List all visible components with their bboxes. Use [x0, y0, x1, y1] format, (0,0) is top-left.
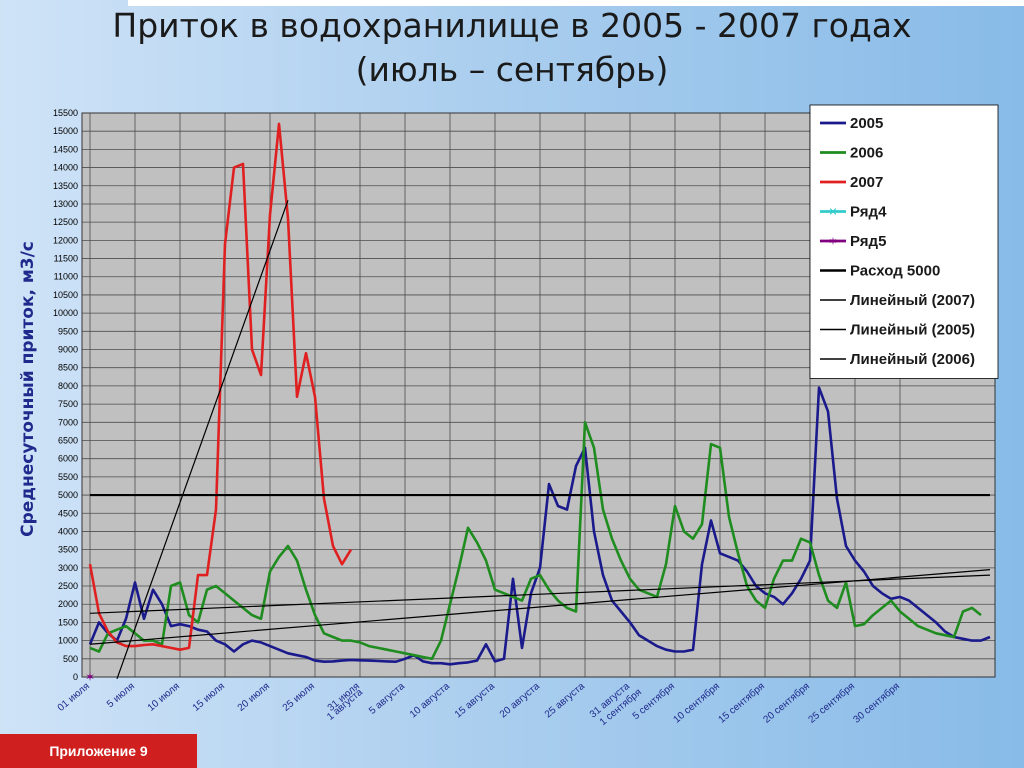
x-tick-label: 5 сентября [630, 680, 677, 722]
y-tick-label: 15500 [53, 108, 78, 118]
legend-entry-label: 2005 [850, 115, 883, 132]
y-tick-label: 15000 [53, 126, 78, 136]
x-tick-label: 10 июля [146, 681, 182, 714]
x-tick-label: 15 сентября [716, 680, 767, 726]
series-line-2007 [88, 122, 353, 652]
x-tick-label: 15 июля [191, 681, 227, 714]
x-tick-label: 5 июля [105, 681, 137, 710]
y-tick-label: 2000 [58, 599, 78, 609]
x-tick-label: 10 августа [408, 681, 452, 721]
y-tick-label: 6500 [58, 435, 78, 445]
legend-entry-label: Линейный (2005) [850, 322, 975, 339]
y-tick-label: 3500 [58, 545, 78, 555]
top-white-strip [128, 0, 1024, 6]
y-tick-label: 500 [63, 654, 78, 664]
series-lines: ✶ [85, 122, 991, 684]
legend-marker-Ряд4: ✕ [828, 207, 837, 219]
y-tick-label: 4500 [58, 508, 78, 518]
y-tick-label: 13000 [53, 199, 78, 209]
series-line-2005 [88, 386, 991, 666]
y-tick-label: 13500 [53, 181, 78, 191]
legend-entry-label: Расход 5000 [850, 263, 940, 280]
y-tick-label: 14500 [53, 144, 78, 154]
x-tick-label: 25 сентября [806, 680, 857, 726]
x-tick-label: 25 июля [281, 681, 317, 714]
y-tick-label: 14000 [53, 163, 78, 173]
plot-frame [81, 112, 996, 678]
legend-entry-label: 2007 [850, 174, 883, 191]
x-tick-label: 25 августа [543, 681, 587, 721]
appendix-label: Приложение 9 [49, 743, 148, 759]
x-tick-label: 10 сентября [671, 680, 722, 726]
y-tick-label: 7000 [58, 417, 78, 427]
x-tick-label: 20 сентября [761, 680, 812, 726]
series-line-2006 [89, 420, 982, 661]
slide-title: Приток в водохранилище в 2005 - 2007 год… [0, 4, 1024, 92]
grid-lines [81, 112, 996, 678]
y-tick-label: 2500 [58, 581, 78, 591]
x-tick-label: 30 сентября [851, 680, 902, 726]
y-tick-label: 10000 [53, 308, 78, 318]
legend-entry-label: Ряд4 [850, 204, 887, 221]
y-tick-label: 9500 [58, 326, 78, 336]
legend-entry-label: Линейный (2006) [850, 351, 975, 368]
series-trend-Линейный (2006) [89, 574, 991, 614]
x-tick-label: 01 июля [56, 681, 92, 714]
y-tick-label: 4000 [58, 526, 78, 536]
y-tick-label: 6000 [58, 454, 78, 464]
appendix-badge: Приложение 9 [0, 734, 197, 768]
legend-marker-Ряд5: ✶ [828, 236, 837, 248]
y-tick-label: 10500 [53, 290, 78, 300]
x-tick-label: 5 августа [367, 681, 407, 717]
y-tick-label: 12000 [53, 235, 78, 245]
title-line-1: Приток в водохранилище в 2005 - 2007 год… [112, 6, 912, 45]
y-tick-label: 11000 [54, 272, 78, 282]
y-axis-label: Среднесуточный приток, м3/с [18, 241, 38, 537]
y-tick-label: 1500 [58, 617, 78, 627]
legend-entry-label: Линейный (2007) [850, 292, 975, 309]
series-marker-Ряд5: ✶ [85, 670, 95, 684]
x-tick-label: 20 июля [236, 681, 272, 714]
x-tick-label: 20 августа [498, 681, 542, 721]
y-tick-label: 12500 [53, 217, 78, 227]
series-trend-Линейный (2007) [116, 200, 289, 680]
y-tick-label: 9000 [58, 345, 78, 355]
y-tick-label: 7500 [58, 399, 78, 409]
x-tick-label: 15 августа [453, 681, 497, 721]
y-tick-label: 0 [73, 672, 78, 682]
y-tick-label: 5500 [58, 472, 78, 482]
title-line-2: (июль – сентябрь) [355, 50, 669, 89]
legend-entry-label: 2006 [850, 145, 883, 162]
y-tick-label: 8500 [58, 363, 78, 373]
y-tick-label: 11500 [54, 254, 78, 264]
legend-entry-label: Ряд5 [850, 233, 886, 250]
legend: 2005 2006 2007 ✕ Ряд4 ✶ Ряд5 Расход 5000 Линейны… [809, 104, 999, 379]
y-tick-label: 5000 [58, 490, 78, 500]
y-axis-tick-labels: 0 500 1000 1500 2000 2500 3000 3500 4000 4500 5000… [53, 108, 78, 682]
y-tick-label: 1000 [58, 636, 78, 646]
series-trend-Линейный (2005) [89, 569, 991, 645]
x-axis-tick-labels: 01 июля 5 июля 10 июля 15 июля 20 июля 25 июл… [56, 680, 902, 728]
y-tick-label: 3000 [58, 563, 78, 573]
y-tick-label: 8000 [58, 381, 78, 391]
